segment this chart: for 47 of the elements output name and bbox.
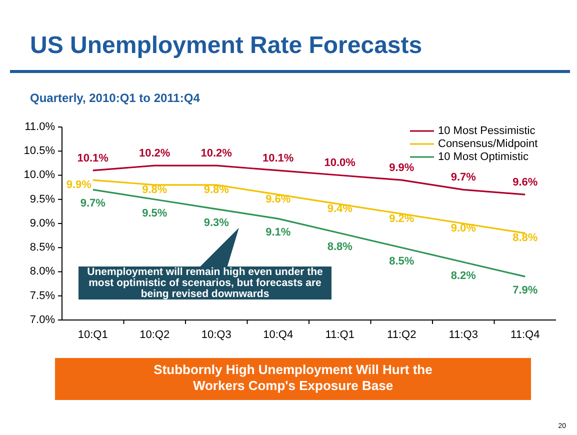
data-label: 9.0% [450,222,476,234]
legend-label: Consensus/Midpoint [438,138,538,150]
data-label: 7.9% [512,284,538,296]
data-label: 9.9% [389,162,414,174]
x-tick-label: 11:Q1 [325,329,354,341]
data-label: 9.8% [204,184,230,196]
x-tick-label: 10:Q1 [78,329,108,341]
data-label: 9.1% [266,226,291,239]
y-tick-label: 10.5% [24,145,56,158]
x-tick-label: 11:Q4 [510,329,540,341]
data-label: 9.5% [142,207,168,220]
x-tick-label: 11:Q3 [448,329,478,341]
x-tick-label: 10:Q4 [263,329,294,341]
data-label: 8.5% [389,256,414,268]
legend-label: 10 Most Pessimistic [438,124,536,137]
annotation: Unemployment will remain high even under the most optimistic of scenarios, but forecasts are being revised downwards [86,266,324,300]
text: Stubbornly High Unemployment Will Hurt the Workers Comp's Exposure Base [152,362,434,394]
data-label: 9.9% [66,178,92,191]
data-label: 9.7% [80,198,106,210]
data-label: 9.8% [142,184,168,196]
y-tick-label: 8.0% [30,266,56,278]
data-label: 10.1% [262,152,294,164]
y-tick-label: 7.0% [30,314,56,326]
data-label: 10.1% [77,152,109,164]
data-label: 9.7% [450,172,476,184]
y-tick-label: 9.0% [30,217,56,230]
y-tick-label: 9.5% [30,193,56,206]
y-tick-label: 8.5% [30,242,56,254]
data-label: 10.2% [139,148,170,160]
y-tick-label: 11.0% [24,120,56,133]
y-tick-label: 7.5% [30,290,56,302]
data-label: 9.6% [512,176,538,188]
x-tick-label: 11:Q2 [387,329,416,341]
data-label: 8.2% [450,270,476,282]
x-tick-label: 10:Q2 [140,329,170,341]
data-label: 9.3% [204,216,230,229]
data-label: 9.2% [389,212,414,225]
data-label: 8.8% [327,241,353,254]
y-tick-label: 10.0% [24,169,56,182]
chart-title: US Unemployment Rate Forecasts [30,32,422,59]
legend-label: 10 Most Optimistic [438,150,529,163]
chart-subtitle: Quarterly, 2010:Q1 to 2011:Q4 [30,91,200,105]
data-label: 8.8% [512,232,538,244]
data-label: 10.0% [324,157,356,170]
data-label: 10.2% [200,148,232,160]
data-label: 9.6% [266,193,291,206]
x-tick-label: 10:Q3 [201,329,232,341]
